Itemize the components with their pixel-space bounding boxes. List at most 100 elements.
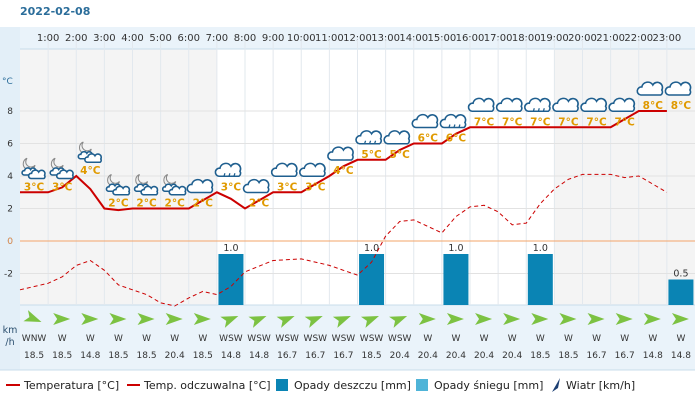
temp-zero-label: 0: [7, 237, 13, 247]
legend-temperature-label: Temperatura [°C]: [23, 379, 119, 392]
wind-arrow-icon: [360, 316, 379, 328]
temperature-label: 7°C: [586, 116, 607, 128]
cloud-shape: [299, 162, 326, 178]
cloudy-icon: [411, 113, 439, 129]
hour-label: 4:00: [121, 33, 143, 44]
cloud-shape: [270, 162, 298, 178]
wind-arrow-icon: [220, 316, 239, 328]
wind-speed-label: 18.5: [137, 351, 157, 361]
wind-arrow-icon: [531, 313, 549, 325]
wind-arrow-icon: [446, 313, 464, 325]
wind-arrow-icon: [81, 313, 99, 325]
wind-speed-label: 16.7: [615, 351, 635, 361]
wind-direction-label: W: [648, 334, 657, 344]
wind-direction-label: W: [480, 334, 489, 344]
wind-direction-label: W: [451, 334, 460, 344]
wind-direction-label: W: [508, 334, 517, 344]
wind-direction-label: WSW: [304, 334, 328, 344]
wind-speed-label: 20.4: [474, 351, 494, 361]
wind-speed-label: 16.7: [587, 351, 607, 361]
wind-speed-label: 16.7: [333, 351, 353, 361]
hour-label: 5:00: [149, 33, 171, 44]
hour-label: 16:00: [456, 33, 485, 44]
wind-speed-label: 20.4: [502, 351, 522, 361]
wind-speed-label: 20.4: [446, 351, 466, 361]
partly-cloudy-night-icon: [77, 141, 103, 164]
cloud-shape: [467, 97, 495, 113]
temperature-label: 8°C: [671, 100, 692, 112]
hour-label: 7:00: [206, 33, 228, 44]
rain-drop: [537, 108, 540, 112]
wind-arrow-icon: [615, 313, 633, 325]
wind-arrow-icon: [109, 313, 127, 325]
legend-rain-swatch: [276, 379, 288, 391]
cloudy-icon: [495, 97, 523, 113]
temperature-label: 2°C: [193, 198, 214, 210]
wind-direction-label: W: [86, 334, 95, 344]
rain-icon: [214, 162, 242, 178]
temperature-label: 7°C: [474, 116, 495, 128]
hour-label: 21:00: [596, 33, 625, 44]
temperature-label: 7°C: [502, 116, 523, 128]
wind-arrow-icon: [137, 313, 155, 325]
cloudy-icon: [242, 178, 270, 194]
partly-cloudy-night-icon: [49, 157, 74, 180]
wind-direction-label: WNW: [22, 334, 47, 344]
rain-icon: [439, 113, 467, 129]
feels-like-line: [19, 173, 668, 307]
hour-label: 15:00: [427, 33, 456, 44]
cloudy-icon: [383, 130, 411, 145]
wind-arrow-icon: [193, 313, 211, 325]
wind-arrow-icon: [389, 316, 408, 328]
temperature-label: 3°C: [305, 181, 326, 193]
wind-area: [20, 305, 695, 370]
wind-speed-label: 14.8: [671, 351, 691, 361]
rain-bar: [668, 279, 694, 305]
moon-shape: [107, 174, 120, 187]
wind-speed-label: 20.4: [165, 351, 185, 361]
temperature-label: 2°C: [165, 198, 186, 210]
hour-label: 13:00: [371, 33, 400, 44]
rain-bar-label: 1.0: [448, 243, 463, 254]
cloudy-icon: [580, 97, 607, 113]
wind-arrow-icon: [304, 316, 323, 328]
wind-arrow-icon: [332, 316, 351, 328]
temperature-line: [20, 110, 667, 212]
wind-arrow-icon: [559, 313, 577, 325]
temperature-label: 4°C: [333, 165, 354, 177]
temperature-label: 5°C: [390, 149, 411, 161]
wind-arrow-icon: [23, 310, 42, 322]
partly-cloudy-night-icon: [161, 174, 187, 196]
wind-speed-label: 18.5: [24, 351, 44, 361]
wind-speed-label: 18.5: [530, 351, 550, 361]
hour-label: 17:00: [484, 33, 513, 44]
wind-direction-label: WSW: [388, 334, 412, 344]
temp-tick-label: 2: [7, 205, 13, 215]
temperature-label: 2°C: [108, 198, 129, 210]
wind-direction-label: WSW: [247, 334, 271, 344]
temp-tick-label: 8: [7, 107, 13, 117]
wind-speed-label: 18.5: [193, 351, 213, 361]
cloud-shape: [383, 130, 411, 145]
cloudy-icon: [552, 97, 579, 113]
rain-drop: [363, 140, 367, 144]
cloud-shape: [242, 178, 270, 194]
wind-arrow-icon: [475, 313, 493, 325]
cloud-shape: [55, 169, 74, 180]
wind-arrow-icon: [276, 316, 295, 328]
temperature-label: 2°C: [136, 198, 157, 210]
wind-direction-label: WSW: [360, 334, 384, 344]
rain-bar: [443, 254, 469, 305]
wind-direction-label: W: [58, 334, 67, 344]
cloud-shape: [524, 97, 551, 113]
temp-tick-label: -2: [4, 270, 13, 280]
temp-tick-label: 0: [7, 237, 13, 247]
hour-label: 1:00: [37, 33, 59, 44]
temperature-label: 2°C: [249, 198, 270, 210]
wind-speed-label: 16.7: [277, 351, 297, 361]
rain-bar-label: 1.0: [223, 243, 238, 254]
hour-label: 12:00: [343, 33, 372, 44]
wind-unit-label: /h: [5, 337, 14, 348]
hour-label: 3:00: [93, 33, 115, 44]
